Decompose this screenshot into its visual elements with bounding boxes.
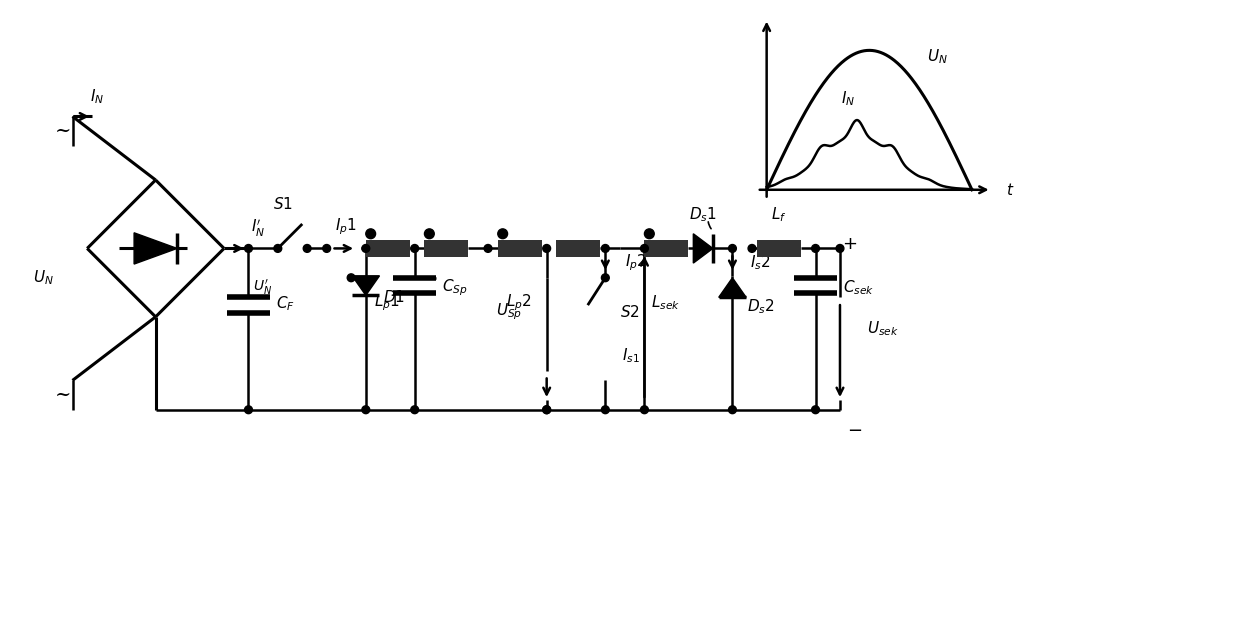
Circle shape bbox=[274, 244, 281, 253]
Text: $I_N'$: $I_N'$ bbox=[252, 218, 265, 239]
Circle shape bbox=[244, 406, 253, 414]
Circle shape bbox=[244, 244, 253, 253]
Circle shape bbox=[601, 406, 609, 414]
Circle shape bbox=[484, 244, 492, 253]
Text: $S2$: $S2$ bbox=[620, 304, 640, 320]
Text: $+$: $+$ bbox=[842, 234, 857, 253]
Circle shape bbox=[304, 244, 311, 253]
Circle shape bbox=[362, 244, 370, 253]
Text: $U_N$: $U_N$ bbox=[32, 269, 53, 287]
Circle shape bbox=[322, 244, 331, 253]
Polygon shape bbox=[134, 233, 177, 264]
Text: ~: ~ bbox=[55, 122, 71, 140]
Polygon shape bbox=[693, 234, 713, 263]
Text: $C_{sek}$: $C_{sek}$ bbox=[843, 278, 874, 297]
Bar bbox=[645, 239, 688, 258]
Circle shape bbox=[641, 244, 649, 253]
Text: $U_N$: $U_N$ bbox=[926, 47, 947, 66]
Text: $I_N$: $I_N$ bbox=[841, 90, 854, 108]
Circle shape bbox=[362, 406, 370, 414]
Polygon shape bbox=[352, 276, 379, 295]
Text: $U_{sek}$: $U_{sek}$ bbox=[867, 320, 899, 338]
Text: $D_s1$: $D_s1$ bbox=[689, 205, 717, 223]
Circle shape bbox=[543, 406, 551, 414]
Circle shape bbox=[729, 406, 737, 414]
Text: $I_p1$: $I_p1$ bbox=[335, 216, 357, 237]
Circle shape bbox=[601, 274, 609, 282]
Text: $I_N$: $I_N$ bbox=[89, 88, 104, 106]
Bar bbox=[424, 239, 469, 258]
Circle shape bbox=[543, 406, 551, 414]
Circle shape bbox=[543, 244, 551, 253]
Text: $L_f$: $L_f$ bbox=[770, 205, 786, 223]
Bar bbox=[366, 239, 409, 258]
Text: $C_F$: $C_F$ bbox=[275, 294, 295, 312]
Circle shape bbox=[601, 244, 609, 253]
Text: $I_s2$: $I_s2$ bbox=[750, 254, 771, 272]
Circle shape bbox=[641, 406, 649, 414]
Text: $D1$: $D1$ bbox=[383, 289, 405, 305]
Text: $I_{s1}$: $I_{s1}$ bbox=[621, 346, 640, 365]
Text: $L_{sek}$: $L_{sek}$ bbox=[651, 293, 681, 312]
Circle shape bbox=[812, 244, 820, 253]
Circle shape bbox=[497, 229, 507, 239]
Circle shape bbox=[410, 244, 419, 253]
Text: $D_s2$: $D_s2$ bbox=[746, 298, 775, 317]
Text: $I_p2$: $I_p2$ bbox=[625, 253, 647, 274]
Bar bbox=[756, 239, 801, 258]
Circle shape bbox=[729, 244, 737, 253]
Text: $t$: $t$ bbox=[1006, 182, 1014, 198]
Text: ~: ~ bbox=[55, 386, 71, 404]
Bar bbox=[497, 239, 542, 258]
Text: $-$: $-$ bbox=[847, 420, 862, 439]
Text: $L_p2$: $L_p2$ bbox=[506, 292, 532, 312]
Text: $C_{Sp}$: $C_{Sp}$ bbox=[443, 277, 467, 298]
Circle shape bbox=[410, 406, 419, 414]
Circle shape bbox=[812, 406, 820, 414]
Bar bbox=[557, 239, 600, 258]
Text: $S1$: $S1$ bbox=[273, 197, 293, 213]
Circle shape bbox=[347, 274, 355, 282]
Polygon shape bbox=[719, 278, 746, 297]
Circle shape bbox=[424, 229, 434, 239]
Text: $L_p1$: $L_p1$ bbox=[374, 292, 401, 312]
Text: $U_N'$: $U_N'$ bbox=[253, 278, 273, 297]
Circle shape bbox=[366, 229, 376, 239]
Circle shape bbox=[836, 244, 844, 253]
Text: $U_{Sp}$: $U_{Sp}$ bbox=[496, 302, 522, 322]
Circle shape bbox=[748, 244, 756, 253]
Circle shape bbox=[645, 229, 655, 239]
